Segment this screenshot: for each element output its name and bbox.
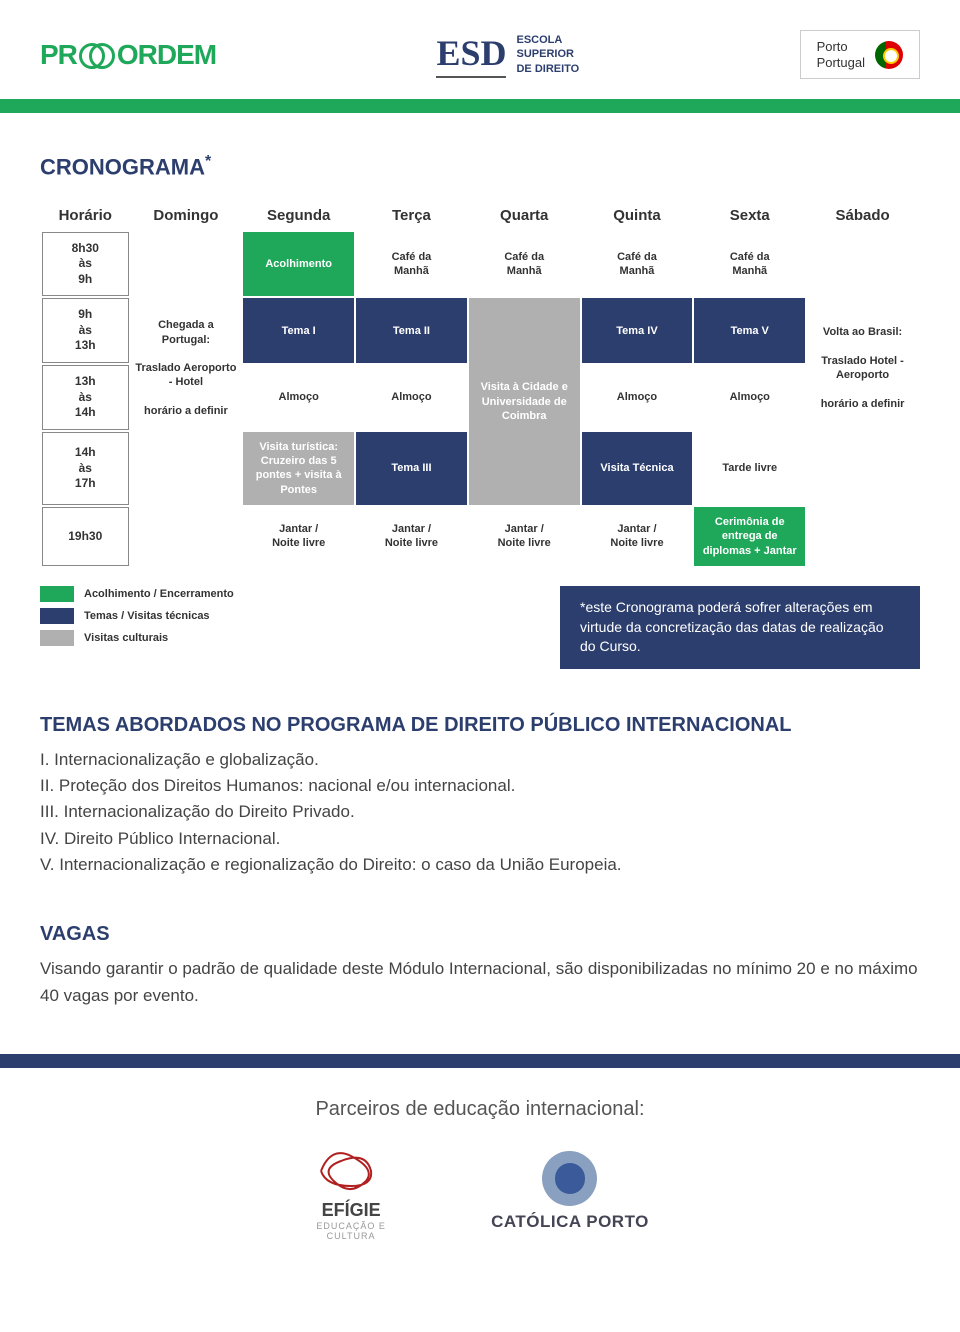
cell-tema: Tema IV [582,298,693,363]
logo-esd: ESD ESCOLA SUPERIOR DE DIREITO [436,32,579,78]
time-cell: 19h30 [42,507,129,566]
cell-visita-turistica: Visita turística: Cruzeiro das 5 pontes … [243,432,354,505]
col-header: Terça [356,201,467,230]
time-cell: 13hàs14h [42,365,129,430]
legend-row: Acolhimento / Encerramento Temas / Visit… [40,586,920,669]
cell-domingo: Chegada a Portugal:Traslado Aeroporto - … [131,232,242,506]
location-badge: Porto Portugal [800,30,920,79]
topic-item: II. Proteção dos Direitos Humanos: nacio… [40,773,920,799]
cell-jantar: Jantar /Noite livre [356,507,467,566]
cell-cafe: Café daManhã [694,232,805,297]
cell-tema: Tema III [356,432,467,505]
topic-item: IV. Direito Público Internacional. [40,826,920,852]
cell-almoco: Almoço [356,365,467,430]
col-header: Quinta [582,201,693,230]
esd-letters: ESD [436,32,506,78]
topic-item: V. Internacionalização e regionalização … [40,852,920,878]
legend-swatch-grey [40,630,74,646]
schedule-table: Horário Domingo Segunda Terça Quarta Qui… [40,199,920,568]
note-box: *este Cronograma poderá sofrer alteraçõe… [560,586,920,669]
cell-cafe: Café daManhã [469,232,580,297]
partners-title: Parceiros de educação internacional: [40,1098,920,1121]
partner-efigie: EFÍGIE EDUCAÇÃO ECULTURA [311,1141,391,1241]
cell-cafe: Café daManhã [356,232,467,297]
table-row: 19h30 Jantar /Noite livre Jantar /Noite … [42,507,918,566]
topics-list: I. Internacionalização e globalização. I… [40,747,920,879]
legend-item: Visitas culturais [40,630,234,646]
legend-swatch-navy [40,608,74,624]
cell-almoco: Almoço [243,365,354,430]
topic-item: I. Internacionalização e globalização. [40,747,920,773]
seal-icon [542,1151,597,1206]
flag-icon [875,41,903,69]
partner-name: CATÓLICA PORTO [491,1212,649,1232]
efigie-icon [311,1141,391,1196]
header: PR ORDEM ESD ESCOLA SUPERIOR DE DIREITO … [40,30,920,79]
legend-item: Temas / Visitas técnicas [40,608,234,624]
legend-item: Acolhimento / Encerramento [40,586,234,602]
partners: EFÍGIE EDUCAÇÃO ECULTURA CATÓLICA PORTO [40,1141,920,1241]
legend-swatch-green [40,586,74,602]
cell-almoco: Almoço [694,365,805,430]
cell-jantar: Jantar /Noite livre [243,507,354,566]
cell-almoco: Almoço [582,365,693,430]
time-cell: 8h30às9h [42,232,129,297]
badge-text: Porto Portugal [817,39,865,70]
cell-jantar: Jantar /Noite livre [582,507,693,566]
cronograma-title: CRONOGRAMA* [40,153,920,180]
table-header-row: Horário Domingo Segunda Terça Quarta Qui… [42,201,918,230]
time-cell: 9hàs13h [42,298,129,363]
logo-text: ORDEM [117,39,216,71]
logo-proordem: PR ORDEM [40,39,216,71]
cell-tema: Tema I [243,298,354,363]
col-header: Quarta [469,201,580,230]
col-header: Segunda [243,201,354,230]
topic-item: III. Internacionalização do Direito Priv… [40,799,920,825]
temas-title: TEMAS ABORDADOS NO PROGRAMA DE DIREITO P… [40,714,920,737]
rings-icon [79,43,115,67]
cell-jantar: Jantar /Noite livre [469,507,580,566]
vagas-title: VAGAS [40,923,920,946]
logo-text: PR [40,39,77,71]
col-header: Sábado [807,201,918,230]
cell-tema: Tema II [356,298,467,363]
vagas-text: Visando garantir o padrão de qualidade d… [40,956,920,1009]
cell-sabado: Volta ao Brasil:Traslado Hotel - Aeropor… [807,232,918,506]
green-divider [0,99,960,113]
cell-cafe: Café daManhã [582,232,693,297]
col-header: Horário [42,201,129,230]
cell-acolhimento: Acolhimento [243,232,354,297]
navy-divider [0,1054,960,1068]
time-cell: 14hàs17h [42,432,129,505]
cell-tarde-livre: Tarde livre [694,432,805,505]
cell-tema: Tema V [694,298,805,363]
col-header: Domingo [131,201,242,230]
legend: Acolhimento / Encerramento Temas / Visit… [40,586,234,652]
cell-visita-tecnica: Visita Técnica [582,432,693,505]
partner-sub: EDUCAÇÃO ECULTURA [311,1221,391,1241]
cell-coimbra: Visita à Cidade e Universidade de Coimbr… [469,298,580,505]
col-header: Sexta [694,201,805,230]
table-row: 8h30às9h Chegada a Portugal:Traslado Aer… [42,232,918,297]
partner-name: EFÍGIE [311,1200,391,1221]
cell-cerimonia: Cerimônia de entrega de diplomas + Janta… [694,507,805,566]
esd-subtitle: ESCOLA SUPERIOR DE DIREITO [516,33,579,76]
partner-catolica: CATÓLICA PORTO [491,1151,649,1232]
